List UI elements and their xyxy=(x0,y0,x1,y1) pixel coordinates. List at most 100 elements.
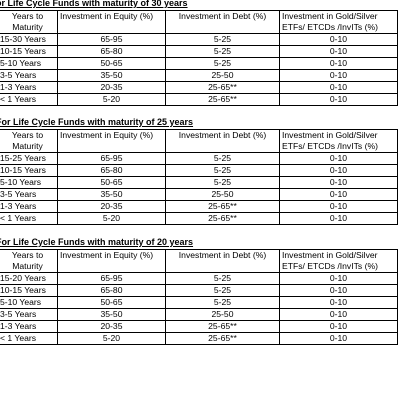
cell-debt: 25-65** xyxy=(165,212,280,225)
section-title-text: For Life Cycle Funds with maturity of xyxy=(0,117,158,127)
section-spacer xyxy=(0,225,398,236)
cell-debt: 5-25 xyxy=(165,57,280,70)
table-row: 10-15 Years 65-80 5-25 0-10 xyxy=(0,284,398,297)
header-debt: Investment in Debt (%) xyxy=(165,10,280,34)
cell-gold-silver: 0-10 xyxy=(279,296,398,309)
section-20-years: For Life Cycle Funds with maturity of 20… xyxy=(0,236,398,345)
allocation-table: Years to Maturity Investment in Equity (… xyxy=(0,10,398,106)
cell-debt: 25-65** xyxy=(165,320,280,333)
cell-years: < 1 Years xyxy=(0,212,58,225)
cell-gold-silver: 0-10 xyxy=(279,81,398,94)
cell-equity: 20-35 xyxy=(57,200,166,213)
table-header-row: Years to Maturity Investment in Equity (… xyxy=(0,10,398,34)
cell-equity: 65-95 xyxy=(57,272,166,285)
cell-years: 5-10 Years xyxy=(0,57,58,70)
cell-gold-silver: 0-10 xyxy=(279,176,398,189)
section-title-years: 20 years xyxy=(157,237,194,247)
cell-gold-silver: 0-10 xyxy=(279,152,398,165)
table-row: 3-5 Years 35-50 25-50 0-10 xyxy=(0,69,398,82)
cell-debt: 5-25 xyxy=(165,152,280,165)
cell-years: 15-20 Years xyxy=(0,272,58,285)
cell-debt: 5-25 xyxy=(165,296,280,309)
table-header-row: Years to Maturity Investment in Equity (… xyxy=(0,249,398,273)
cell-years: 1-3 Years xyxy=(0,200,58,213)
cell-equity: 50-65 xyxy=(57,296,166,309)
cell-equity: 65-80 xyxy=(57,284,166,297)
table-row: 1-3 Years 20-35 25-65** 0-10 xyxy=(0,200,398,213)
section-title-text: or Life Cycle Funds with maturity of xyxy=(0,0,152,8)
section-title: or Life Cycle Funds with maturity of 30 … xyxy=(0,0,398,10)
cell-debt: 5-25 xyxy=(165,164,280,177)
table-row: < 1 Years 5-20 25-65** 0-10 xyxy=(0,93,398,106)
cell-gold-silver: 0-10 xyxy=(279,164,398,177)
cell-gold-silver: 0-10 xyxy=(279,200,398,213)
cell-equity: 50-65 xyxy=(57,176,166,189)
header-years-to-maturity: Years to Maturity xyxy=(0,129,58,153)
header-years-to-maturity: Years to Maturity xyxy=(0,249,58,273)
cell-equity: 65-95 xyxy=(57,33,166,46)
cell-debt: 25-65** xyxy=(165,200,280,213)
header-gold-silver: Investment in Gold/Silver ETFs/ ETCDs /I… xyxy=(279,129,398,153)
cell-gold-silver: 0-10 xyxy=(279,332,398,345)
cell-equity: 65-80 xyxy=(57,45,166,58)
table-header-row: Years to Maturity Investment in Equity (… xyxy=(0,129,398,153)
cell-gold-silver: 0-10 xyxy=(279,57,398,70)
cell-years: < 1 Years xyxy=(0,332,58,345)
cell-years: 10-15 Years xyxy=(0,164,58,177)
document: or Life Cycle Funds with maturity of 30 … xyxy=(0,0,398,345)
cell-years: < 1 Years xyxy=(0,93,58,106)
table-row: 5-10 Years 50-65 5-25 0-10 xyxy=(0,296,398,309)
table-row: < 1 Years 5-20 25-65** 0-10 xyxy=(0,212,398,225)
cell-equity: 5-20 xyxy=(57,93,166,106)
section-title: For Life Cycle Funds with maturity of 20… xyxy=(0,236,398,249)
cell-years: 5-10 Years xyxy=(0,296,58,309)
header-years-to-maturity: Years to Maturity xyxy=(0,10,58,34)
table-row: 10-15 Years 65-80 5-25 0-10 xyxy=(0,164,398,177)
cell-years: 3-5 Years xyxy=(0,69,58,82)
cell-debt: 25-65** xyxy=(165,81,280,94)
cell-debt: 5-25 xyxy=(165,33,280,46)
cell-debt: 5-25 xyxy=(165,176,280,189)
cell-gold-silver: 0-10 xyxy=(279,33,398,46)
header-debt: Investment in Debt (%) xyxy=(165,129,280,153)
table-row: 15-25 Years 65-95 5-25 0-10 xyxy=(0,152,398,165)
allocation-table: Years to Maturity Investment in Equity (… xyxy=(0,129,398,225)
cell-gold-silver: 0-10 xyxy=(279,93,398,106)
table-row: 15-30 Years 65-95 5-25 0-10 xyxy=(0,33,398,46)
cell-debt: 25-50 xyxy=(165,308,280,321)
allocation-table: Years to Maturity Investment in Equity (… xyxy=(0,249,398,345)
cell-debt: 25-50 xyxy=(165,188,280,201)
cell-gold-silver: 0-10 xyxy=(279,188,398,201)
section-25-years: For Life Cycle Funds with maturity of 25… xyxy=(0,116,398,225)
table-row: 3-5 Years 35-50 25-50 0-10 xyxy=(0,308,398,321)
cell-gold-silver: 0-10 xyxy=(279,45,398,58)
table-row: 15-20 Years 65-95 5-25 0-10 xyxy=(0,272,398,285)
cell-debt: 25-65** xyxy=(165,93,280,106)
cell-gold-silver: 0-10 xyxy=(279,320,398,333)
cell-equity: 65-80 xyxy=(57,164,166,177)
cell-years: 1-3 Years xyxy=(0,320,58,333)
cell-debt: 5-25 xyxy=(165,45,280,58)
cell-equity: 5-20 xyxy=(57,332,166,345)
cell-equity: 35-50 xyxy=(57,69,166,82)
section-title-years: 30 years xyxy=(151,0,188,8)
cell-equity: 5-20 xyxy=(57,212,166,225)
cell-debt: 5-25 xyxy=(165,284,280,297)
cell-years: 10-15 Years xyxy=(0,45,58,58)
section-title-years: 25 years xyxy=(157,117,194,127)
cell-equity: 35-50 xyxy=(57,308,166,321)
cell-years: 5-10 Years xyxy=(0,176,58,189)
table-row: < 1 Years 5-20 25-65** 0-10 xyxy=(0,332,398,345)
cell-equity: 20-35 xyxy=(57,81,166,94)
cell-years: 3-5 Years xyxy=(0,188,58,201)
header-equity: Investment in Equity (%) xyxy=(57,10,166,34)
cell-equity: 50-65 xyxy=(57,57,166,70)
section-spacer xyxy=(0,106,398,116)
cell-gold-silver: 0-10 xyxy=(279,308,398,321)
table-row: 5-10 Years 50-65 5-25 0-10 xyxy=(0,176,398,189)
cell-equity: 20-35 xyxy=(57,320,166,333)
header-equity: Investment in Equity (%) xyxy=(57,129,166,153)
section-30-years: or Life Cycle Funds with maturity of 30 … xyxy=(0,0,398,106)
cell-gold-silver: 0-10 xyxy=(279,212,398,225)
table-row: 5-10 Years 50-65 5-25 0-10 xyxy=(0,57,398,70)
